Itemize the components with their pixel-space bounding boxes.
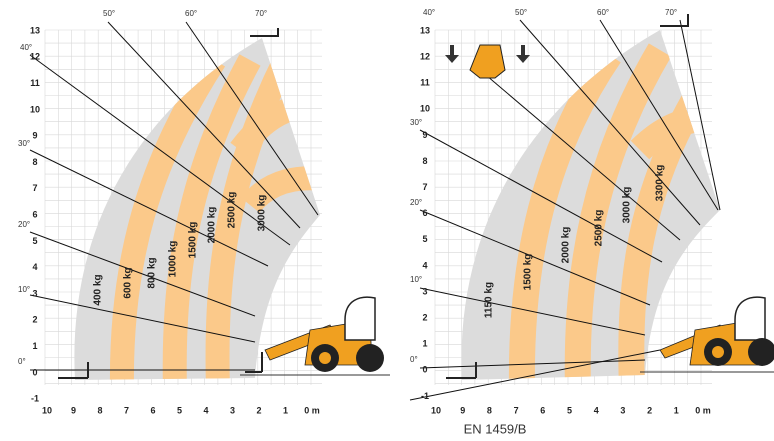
- y-tick-label: 13: [30, 25, 40, 35]
- x-tick-label: 5: [177, 405, 182, 415]
- y-tick-label: 12: [30, 52, 40, 62]
- load-label: 3000 kg: [257, 195, 268, 232]
- y-tick-label: 3: [422, 286, 427, 296]
- load-label: 1500 kg: [523, 254, 534, 291]
- y-tick-label: 1: [422, 339, 427, 349]
- angle-label: 40°: [20, 43, 32, 52]
- load-label: 800 kg: [147, 257, 158, 288]
- y-tick-label: 10: [420, 104, 430, 114]
- left-envelope: [74, 38, 320, 380]
- x-tick-label: 3: [230, 405, 235, 415]
- telehandler-right: [640, 296, 774, 373]
- y-tick-label: 8: [422, 156, 427, 166]
- y-tick-label: 4: [32, 262, 37, 272]
- x-tick-label: 10: [431, 405, 441, 415]
- angle-label: 10°: [18, 285, 30, 294]
- x-tick-label: 9: [71, 405, 76, 415]
- y-tick-label: 2: [32, 315, 37, 325]
- y-tick-label: 8: [32, 157, 37, 167]
- angle-label: 20°: [410, 198, 422, 207]
- x-tick-label: 10: [42, 405, 52, 415]
- y-tick-label: 12: [420, 51, 430, 61]
- x-tick-label: 2: [647, 405, 652, 415]
- y-tick-label: 9: [422, 130, 427, 140]
- load-label: 2000 kg: [207, 207, 218, 244]
- x-tick-label: 1: [674, 405, 679, 415]
- angle-label: 40°: [423, 8, 435, 17]
- y-tick-label: 1: [32, 341, 37, 351]
- y-tick-label: -1: [421, 391, 429, 401]
- x-tick-label: 0 m: [695, 405, 711, 415]
- angle-label: 10°: [410, 275, 422, 284]
- angle-label: 60°: [185, 9, 197, 18]
- load-label: 2000 kg: [561, 227, 572, 264]
- angle-label: 60°: [597, 8, 609, 17]
- forks: [58, 14, 689, 379]
- load-label: 600 kg: [123, 267, 134, 298]
- x-tick-label: 7: [124, 405, 129, 415]
- x-tick-label: 4: [594, 405, 599, 415]
- x-tick-label: 8: [97, 405, 102, 415]
- x-tick-label: 7: [514, 405, 519, 415]
- load-label: 2500 kg: [594, 210, 605, 247]
- right-envelope: [461, 30, 720, 380]
- x-tick-label: 4: [203, 405, 208, 415]
- y-tick-label: 4: [422, 260, 427, 270]
- angle-label: 0°: [410, 355, 418, 364]
- load-label: 1150 kg: [484, 282, 495, 318]
- y-tick-label: -1: [31, 394, 39, 404]
- telehandler-left: [240, 296, 390, 376]
- y-tick-label: 11: [30, 78, 40, 88]
- angle-label: 70°: [255, 9, 267, 18]
- load-label: 3300 kg: [655, 165, 666, 202]
- x-tick-label: 1: [283, 405, 288, 415]
- x-tick-label: 6: [540, 405, 545, 415]
- angle-rays: [29, 19, 721, 401]
- x-tick-label: 9: [460, 405, 465, 415]
- caption: EN 1459/B: [464, 421, 527, 436]
- y-tick-label: 0: [422, 365, 427, 375]
- y-tick-label: 9: [32, 131, 37, 141]
- x-tick-label: 3: [620, 405, 625, 415]
- y-tick-label: 6: [32, 209, 37, 219]
- load-label: 3000 kg: [622, 187, 633, 224]
- angle-label: 20°: [18, 220, 30, 229]
- y-tick-label: 0: [32, 367, 37, 377]
- load-label: 400 kg: [93, 274, 104, 305]
- angle-label: 30°: [18, 139, 30, 148]
- load-label: 1000 kg: [168, 241, 179, 278]
- x-tick-label: 6: [150, 405, 155, 415]
- y-tick-label: 7: [32, 183, 37, 193]
- x-tick-label: 2: [256, 405, 261, 415]
- rotator-icon: [445, 44, 530, 79]
- y-tick-label: 10: [30, 104, 40, 114]
- y-tick-label: 6: [422, 208, 427, 218]
- angle-label: 50°: [515, 8, 527, 17]
- y-tick-label: 13: [420, 25, 430, 35]
- y-tick-label: 2: [422, 312, 427, 322]
- angle-label: 0°: [18, 357, 26, 366]
- angle-label: 30°: [410, 118, 422, 127]
- y-tick-label: 7: [422, 182, 427, 192]
- x-tick-label: 5: [567, 405, 572, 415]
- load-label: 1500 kg: [188, 222, 199, 259]
- load-label: 2500 kg: [227, 192, 238, 229]
- angle-label: 50°: [103, 9, 115, 18]
- y-tick-label: 5: [32, 236, 37, 246]
- x-tick-label: 0 m: [304, 405, 320, 415]
- x-tick-label: 8: [487, 405, 492, 415]
- y-tick-label: 5: [422, 234, 427, 244]
- angle-label: 70°: [665, 8, 677, 17]
- y-tick-label: 11: [420, 78, 430, 88]
- y-tick-label: 3: [32, 288, 37, 298]
